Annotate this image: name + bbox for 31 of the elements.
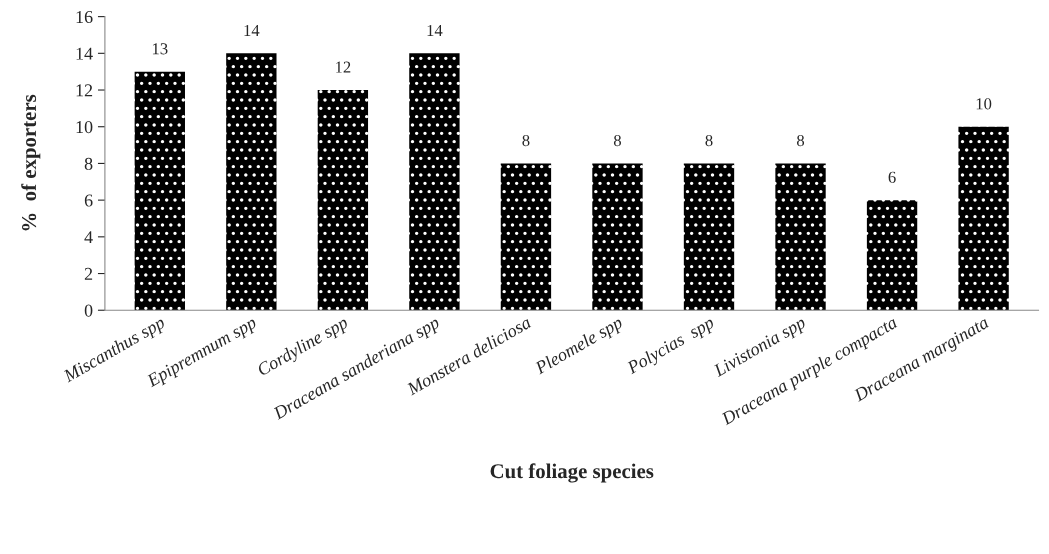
- bar: [409, 53, 460, 311]
- y-tick-label: 4: [84, 231, 93, 244]
- data-label: 8: [705, 134, 713, 147]
- bar: [317, 90, 369, 311]
- y-tick-label: 6: [84, 194, 93, 207]
- y-tick-label: 0: [84, 304, 93, 317]
- data-label: 14: [427, 24, 443, 36]
- bar: [592, 163, 643, 311]
- bar: [226, 53, 277, 311]
- bar: [958, 126, 1009, 311]
- bar: [134, 71, 185, 311]
- bar: [683, 163, 735, 311]
- data-label: 13: [152, 43, 168, 55]
- data-label: 8: [797, 134, 805, 147]
- bar: [500, 163, 552, 311]
- data-label: 10: [976, 98, 992, 110]
- y-tick-label: 10: [76, 120, 93, 134]
- y-tick-label: 2: [84, 267, 93, 280]
- data-label: 6: [888, 171, 896, 183]
- x-axis-title: Cut foliage species: [490, 463, 654, 483]
- y-tick-label: 12: [76, 84, 93, 97]
- data-label: 14: [244, 24, 260, 36]
- data-label: 8: [522, 134, 530, 147]
- y-axis-title: % of exporters: [21, 94, 41, 231]
- y-tick-label: 16: [76, 10, 93, 24]
- bar: [866, 200, 918, 311]
- y-tick-label: 8: [84, 157, 93, 170]
- bar: [775, 163, 826, 311]
- data-label: 12: [336, 61, 351, 73]
- y-tick-label: 14: [76, 47, 93, 60]
- data-label: 8: [613, 134, 621, 147]
